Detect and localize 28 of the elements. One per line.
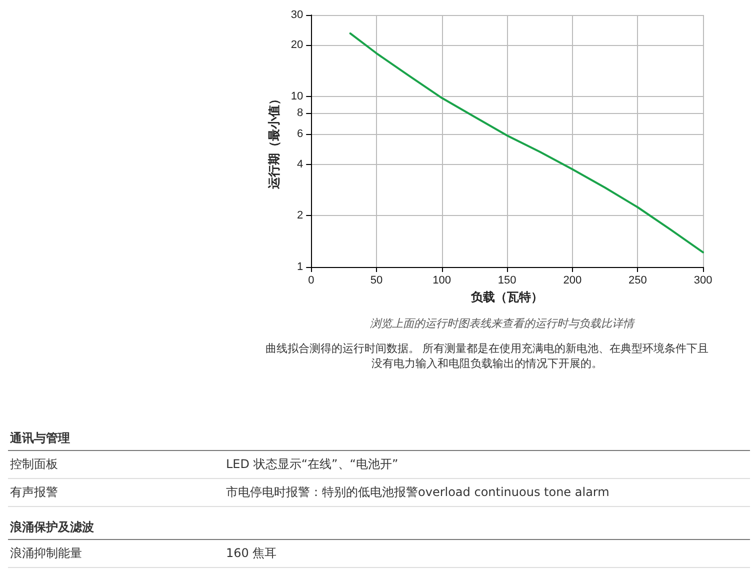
y-tick-label: 6 xyxy=(297,128,304,140)
x-tick-label: 150 xyxy=(498,274,516,286)
text: LED 状态显示“在线”、“电池开” xyxy=(226,456,398,473)
x-tick-label: 300 xyxy=(694,274,712,286)
y-tick-label: 30 xyxy=(290,9,304,21)
y-tick-label: 4 xyxy=(297,158,304,170)
x-tick-label: 200 xyxy=(563,274,582,286)
text: 浪涌保护及滤波 xyxy=(8,507,750,540)
y-tick-label: 1 xyxy=(297,261,304,273)
text: 控制面板 xyxy=(10,456,59,473)
y-axis-title: 运行期（最小值） xyxy=(267,93,281,190)
x-axis-title: 负载（瓦特） xyxy=(470,290,544,304)
y-tick-label: 20 xyxy=(290,39,304,52)
y-tick-label: 10 xyxy=(290,90,304,102)
line-series xyxy=(349,32,704,254)
text: 曲线拟合测得的运行时间数据。 所有测量都是在使用充满电的新电池、在典型环境条件下且没有电力输入和电阻负载输出的情况下开展的。 xyxy=(264,341,710,371)
x-tick-label: 50 xyxy=(370,274,383,286)
text: 通讯与管理 xyxy=(8,418,750,451)
x-tick-label: 250 xyxy=(628,274,647,286)
text: 浪涌抑制能量 xyxy=(10,545,83,562)
text: 市电停电时报警：特别的低电池报警overload continuous tone alarm xyxy=(226,484,610,501)
x-tick-label: 0 xyxy=(308,274,314,286)
text: 160 焦耳 xyxy=(226,545,277,562)
text: 浏览上面的运行时图表线来查看的运行时与负载比详情 xyxy=(369,316,636,331)
x-tick-label: 100 xyxy=(432,274,451,286)
y-tick-label: 8 xyxy=(297,106,304,119)
text: 有声报警 xyxy=(10,484,59,501)
y-tick-label: 2 xyxy=(297,210,304,222)
